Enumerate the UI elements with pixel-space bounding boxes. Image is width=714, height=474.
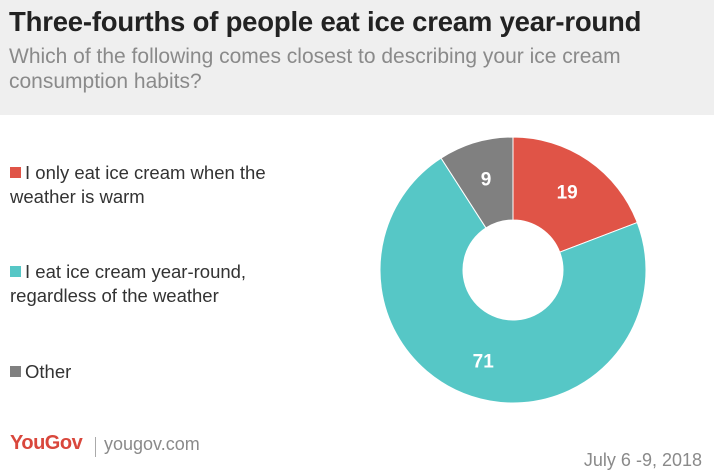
- footer-url: yougov.com: [104, 434, 200, 454]
- legend-swatch-year-round: [10, 266, 21, 277]
- legend-item-other: Other: [10, 360, 320, 384]
- data-label-warm-weather: 19: [557, 182, 578, 203]
- donut-chart: 19 71 9: [379, 136, 647, 404]
- yougov-logo: YouGov: [10, 432, 83, 454]
- footer-divider: [95, 437, 96, 457]
- footer-date: July 6 -9, 2018: [583, 450, 702, 470]
- legend-swatch-warm-weather: [10, 167, 21, 178]
- data-label-other: 9: [481, 169, 492, 190]
- donut-slice-year-round: [379, 157, 647, 404]
- data-label-year-round: 71: [473, 352, 495, 373]
- donut-slice-other: [440, 136, 514, 229]
- legend-label-warm-weather: I only eat ice cream when the weather is…: [10, 162, 266, 207]
- donut-slice-warm-weather: [512, 136, 638, 253]
- chart-header: Three-fourths of people eat ice cream ye…: [0, 0, 714, 115]
- chart-subtitle: Which of the following comes closest to …: [9, 45, 621, 93]
- chart-title: Three-fourths of people eat ice cream ye…: [9, 6, 642, 37]
- legend-label-year-round: I eat ice cream year-round, regardless o…: [10, 261, 247, 306]
- legend-label-other: Other: [25, 361, 72, 382]
- legend-item-year-round: I eat ice cream year-round, regardless o…: [10, 260, 320, 308]
- legend-item-warm-weather: I only eat ice cream when the weather is…: [10, 161, 320, 209]
- legend-swatch-other: [10, 366, 21, 377]
